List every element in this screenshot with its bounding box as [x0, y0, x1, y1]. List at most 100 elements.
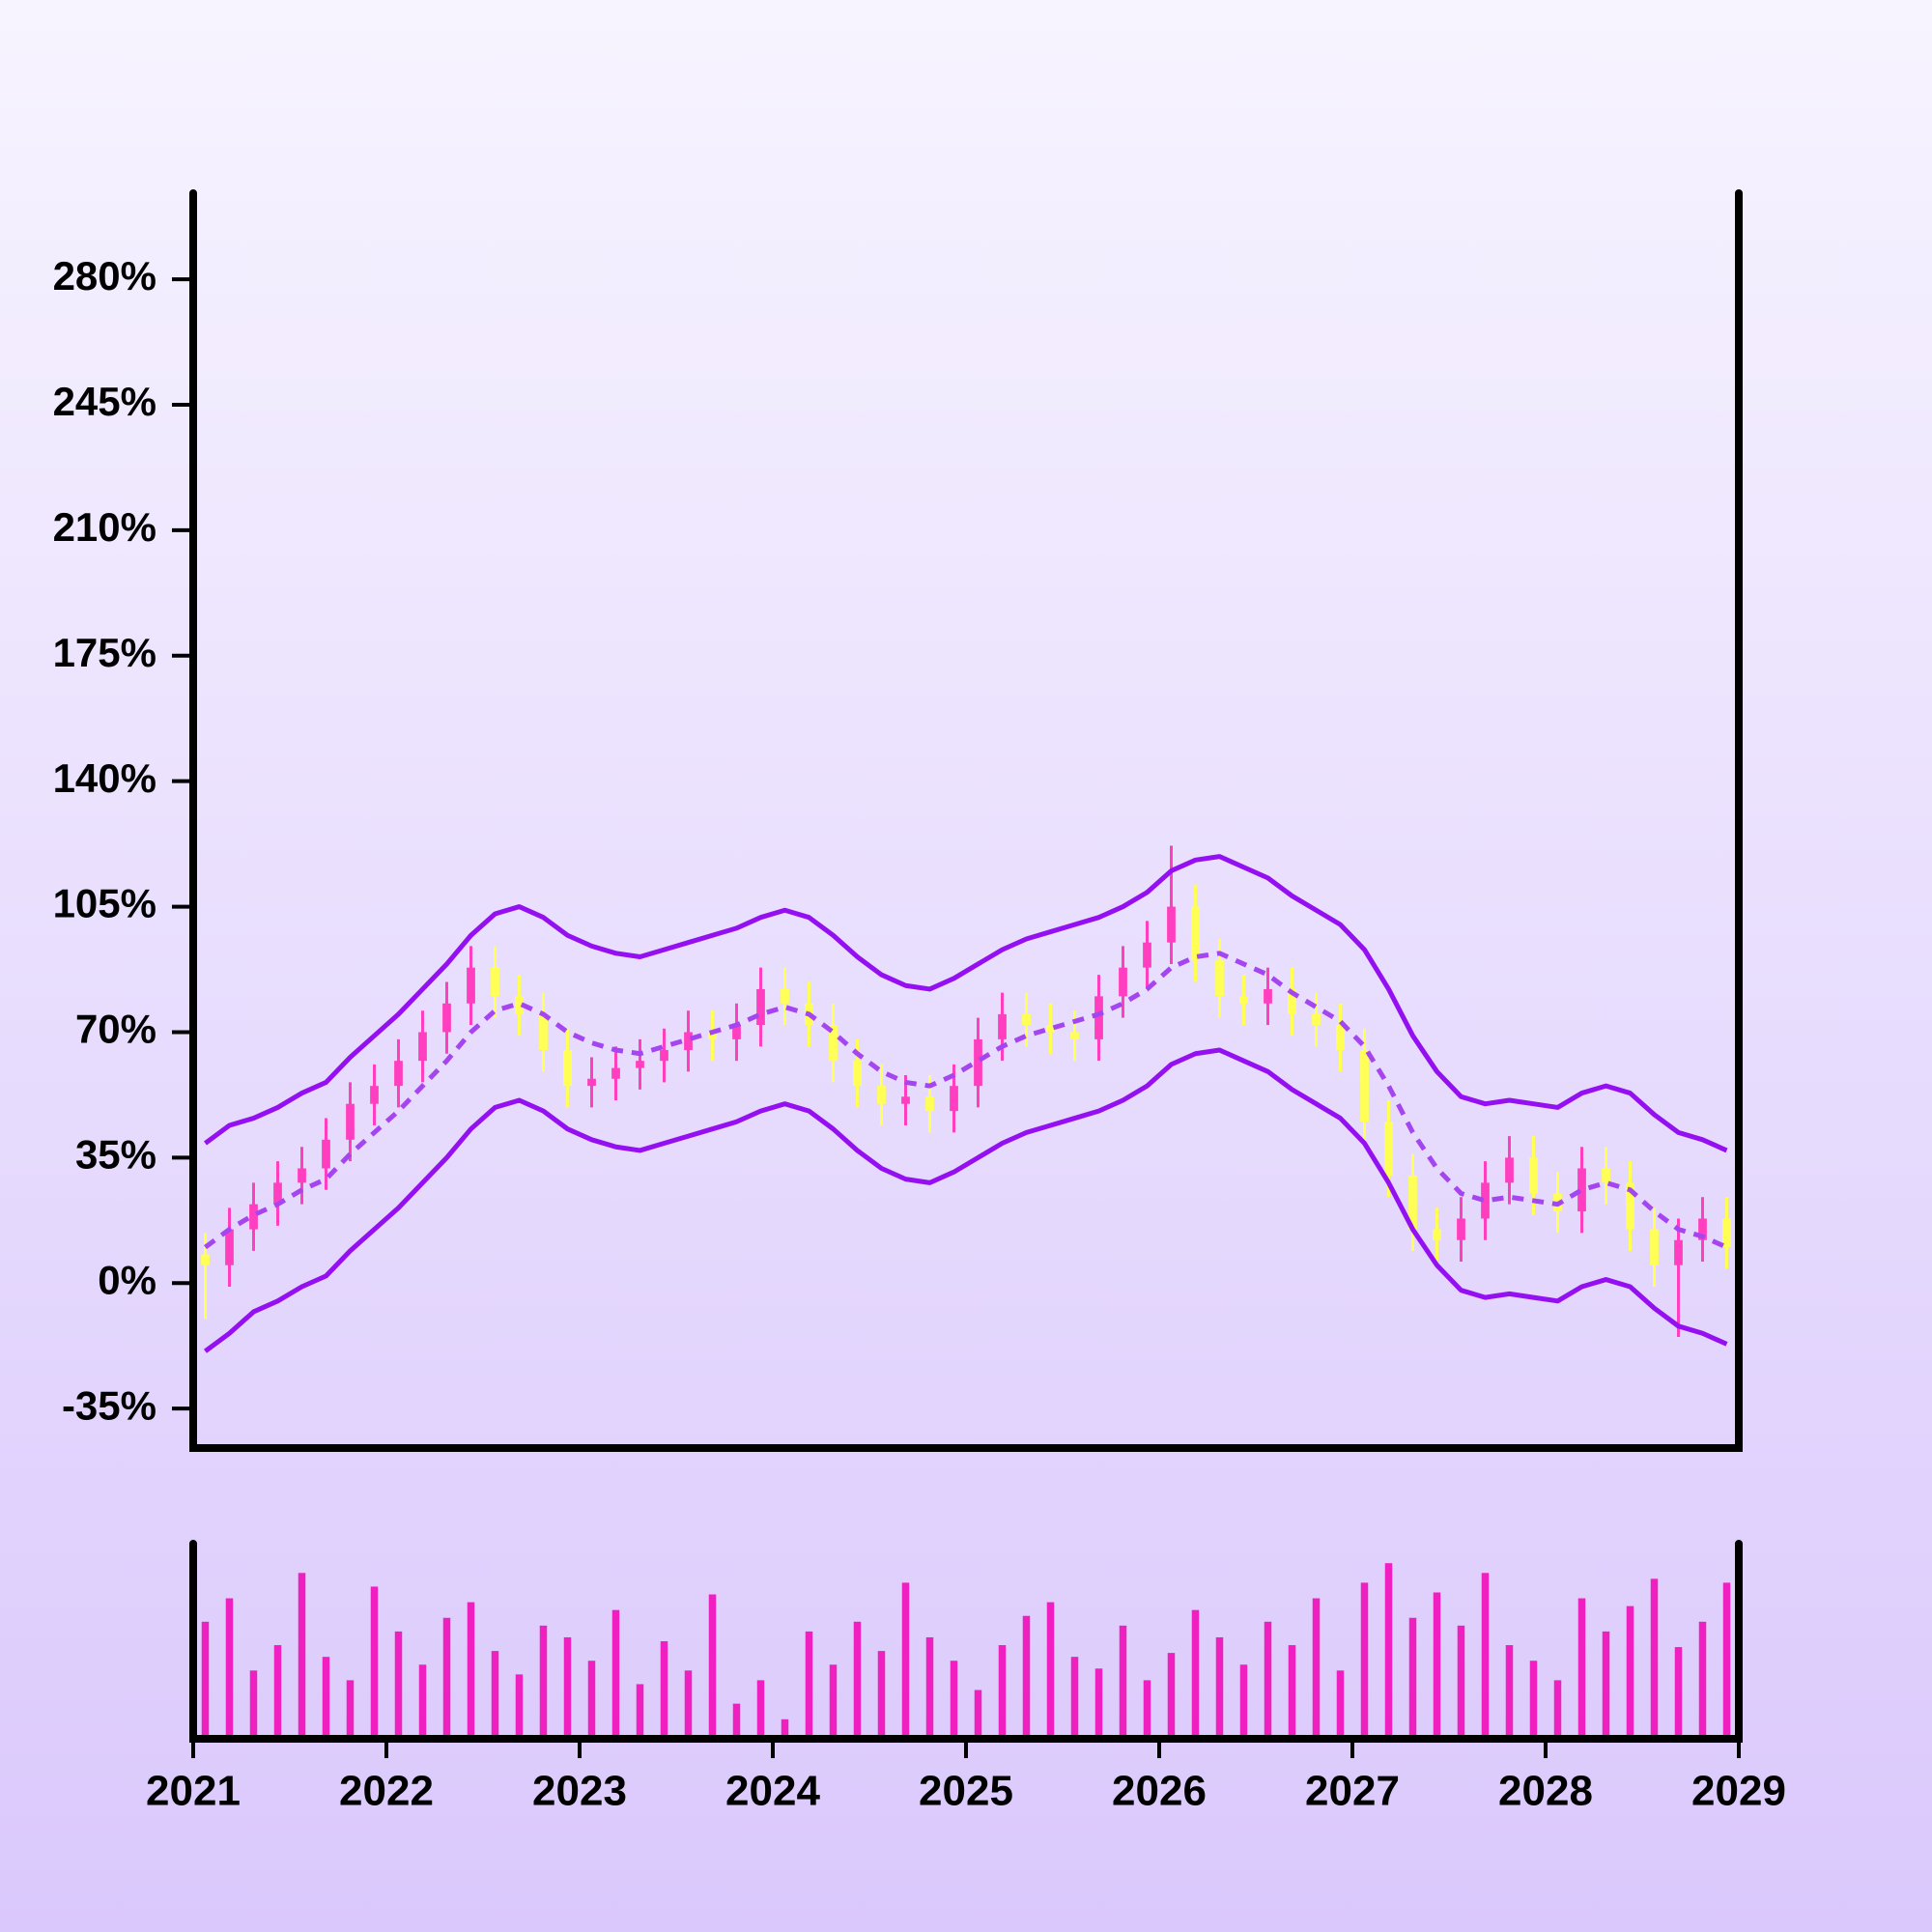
x-tick-label: 2026	[1112, 1768, 1207, 1815]
volume-bar	[1119, 1625, 1127, 1739]
volume-bar	[1650, 1578, 1659, 1739]
candle-body	[877, 1086, 886, 1104]
candle-body	[1191, 906, 1200, 961]
candle-body	[1433, 1229, 1441, 1240]
y-tick-label: 210%	[53, 504, 156, 550]
candle-body	[1505, 1157, 1514, 1183]
middle-band	[204, 951, 1728, 1250]
x-tick-label: 2021	[146, 1768, 241, 1815]
volume-bar	[708, 1594, 717, 1739]
volume-bar	[1577, 1598, 1586, 1739]
y-tick-label: 175%	[53, 630, 156, 675]
volume-bar	[249, 1670, 258, 1739]
candle-body	[1626, 1182, 1634, 1230]
candle-body	[1408, 1175, 1417, 1230]
candle-body	[756, 988, 765, 1026]
candle-body	[1288, 988, 1296, 1014]
candle-body	[732, 1025, 741, 1039]
volume-bar	[1215, 1636, 1224, 1739]
candle-body	[1239, 996, 1248, 1004]
volume-bar	[587, 1661, 596, 1739]
axes	[189, 189, 1743, 1743]
candle-body	[346, 1103, 355, 1140]
candle-body	[1650, 1229, 1659, 1265]
volume-bar	[1094, 1668, 1103, 1739]
x-tick-label: 2024	[725, 1768, 820, 1815]
volume-bar	[1457, 1625, 1465, 1739]
candle-body	[998, 1013, 1007, 1039]
x-tick-label: 2022	[339, 1768, 434, 1815]
candle-body	[273, 1182, 282, 1205]
volume-bar	[201, 1621, 210, 1739]
y-tick-label: 105%	[53, 881, 156, 926]
candle-body	[1457, 1218, 1465, 1240]
candle-body	[587, 1078, 596, 1087]
x-tick-label: 2027	[1305, 1768, 1400, 1815]
candle-body	[394, 1061, 403, 1087]
volume-bar	[563, 1636, 572, 1739]
volume-bar	[515, 1674, 524, 1739]
volume-bar	[998, 1645, 1007, 1739]
candle-body	[1481, 1182, 1490, 1219]
lower-band	[204, 1047, 1728, 1353]
candle-body	[853, 1061, 862, 1087]
y-tick-label: 140%	[53, 755, 156, 801]
main-frame	[189, 189, 1743, 1452]
volume-bar	[1698, 1621, 1707, 1739]
candle-body	[249, 1204, 258, 1230]
volume-bar	[756, 1680, 765, 1739]
volume-bar	[491, 1651, 499, 1739]
upper-band	[204, 854, 1728, 1153]
candle-body	[1722, 1218, 1731, 1248]
volume-bar	[1433, 1592, 1441, 1739]
volume-bar	[805, 1631, 813, 1739]
volume-bar	[298, 1573, 306, 1739]
candle-body	[636, 1061, 644, 1068]
volume-bar	[853, 1621, 862, 1739]
candle-body	[322, 1139, 330, 1169]
volume-bar	[1360, 1582, 1369, 1739]
x-tick-label: 2029	[1691, 1768, 1786, 1815]
volume-bar	[829, 1664, 838, 1739]
y-tick-label: -35%	[62, 1382, 156, 1428]
volume-bar	[1722, 1582, 1731, 1739]
x-tick-label: 2028	[1498, 1768, 1593, 1815]
candle-body	[611, 1067, 620, 1079]
volume-bar	[1239, 1664, 1248, 1739]
volume-bar	[1288, 1645, 1296, 1739]
volume-bar	[1553, 1680, 1562, 1739]
candle-body	[1674, 1239, 1683, 1265]
candle-body	[491, 967, 499, 997]
volume-bar	[732, 1703, 741, 1739]
volume-bar	[925, 1636, 934, 1739]
y-tick-label: 280%	[53, 253, 156, 298]
candle-body	[974, 1038, 982, 1087]
volume-bar	[901, 1582, 910, 1739]
candle-body	[201, 1254, 210, 1265]
candle-body	[370, 1086, 379, 1104]
volume-bar	[684, 1670, 693, 1739]
volume-bar	[539, 1625, 548, 1739]
volume-bar	[1408, 1617, 1417, 1739]
candle-body	[1698, 1218, 1707, 1240]
volume-bar	[394, 1631, 403, 1739]
candle-body	[563, 1050, 572, 1087]
candle-body	[829, 1025, 838, 1062]
candle-body	[1046, 1025, 1055, 1033]
volume-bar	[877, 1651, 886, 1739]
volume-bar	[1336, 1670, 1345, 1739]
candle-body	[684, 1032, 693, 1051]
candle-body	[1070, 1032, 1079, 1039]
plot-area	[201, 845, 1731, 1739]
candle-body	[1312, 1013, 1321, 1026]
x-tick-label: 2025	[919, 1768, 1013, 1815]
volume-bar	[346, 1680, 355, 1739]
volume-bar	[1312, 1598, 1321, 1739]
volume-bar	[611, 1609, 620, 1739]
volume-bar	[636, 1684, 644, 1739]
y-tick-label: 35%	[75, 1131, 156, 1177]
candle-body	[1094, 996, 1103, 1039]
volume-bar	[370, 1586, 379, 1739]
volume-bar	[781, 1719, 789, 1739]
